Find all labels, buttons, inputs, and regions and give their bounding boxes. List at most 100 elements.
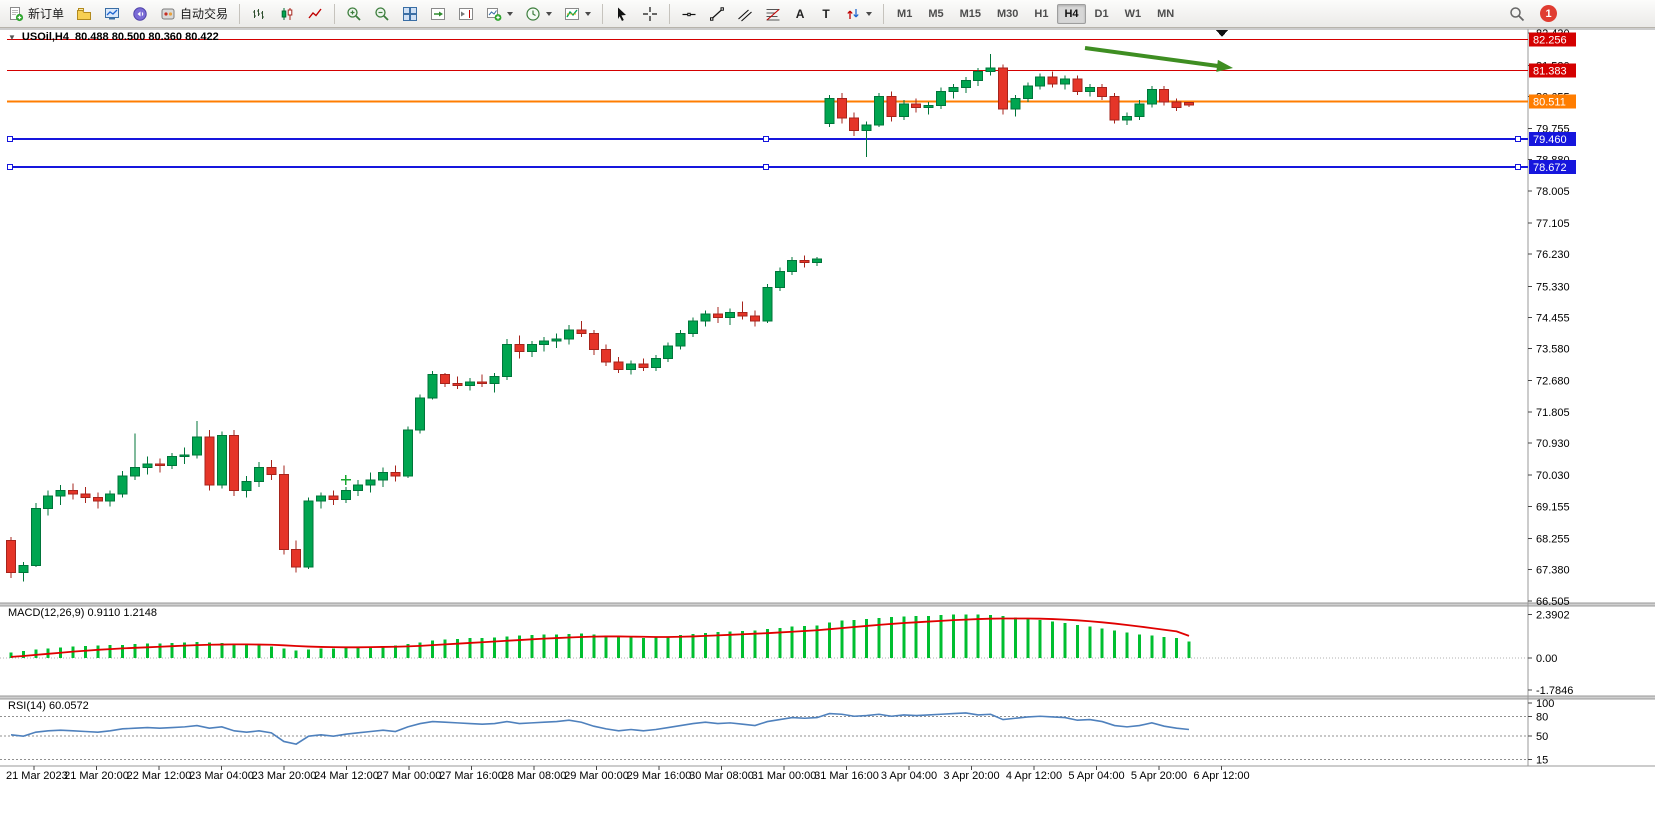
profiles-button[interactable]	[71, 3, 97, 25]
rsi-indicator-label: RSI(14) 60.0572	[8, 700, 89, 712]
candle-body	[936, 90, 946, 107]
chart-region: 82.43081.53080.65579.75578.88078.00577.1…	[0, 28, 1655, 831]
new-chart-dropdown[interactable]	[481, 3, 518, 25]
line-handle	[763, 136, 769, 143]
candle-body	[948, 87, 959, 92]
tile-windows-button[interactable]	[397, 3, 423, 25]
text-tool[interactable]: A	[788, 3, 812, 25]
search-icon	[1510, 6, 1525, 21]
candle-body	[154, 463, 165, 467]
market-watch-button[interactable]	[99, 3, 125, 25]
svg-text:70.030: 70.030	[1536, 470, 1570, 482]
candle-body	[340, 490, 351, 500]
horizontal-line-tool[interactable]	[676, 3, 702, 25]
auto-scroll-button[interactable]	[425, 3, 451, 25]
news-sound-button[interactable]	[127, 3, 153, 25]
candle-body	[613, 361, 624, 370]
line-chart-button[interactable]	[302, 3, 328, 25]
candle-body	[774, 270, 785, 288]
zoom-out-icon	[375, 6, 389, 21]
candle-body	[266, 466, 277, 475]
fibonacci-tool[interactable]	[760, 3, 786, 25]
candle-body	[30, 507, 41, 566]
current-bar-marker	[1216, 30, 1228, 37]
channel-tool[interactable]	[732, 3, 758, 25]
svg-text:80.511: 80.511	[1533, 97, 1566, 109]
bar-chart-button[interactable]	[246, 3, 272, 25]
timeframe-w1[interactable]: W1	[1118, 4, 1149, 24]
candle-body	[638, 363, 649, 369]
fibonacci-icon	[766, 8, 780, 20]
price-chart-canvas[interactable]: 82.43081.53080.65579.75578.88078.00577.1…	[0, 28, 1655, 831]
candle-body	[316, 495, 326, 502]
candle-body	[1035, 76, 1046, 87]
toolbar-right-group: 1	[1504, 3, 1557, 25]
candle-body	[254, 466, 264, 483]
svg-text:23 Mar 20:00: 23 Mar 20:00	[252, 770, 317, 782]
autotrading-button[interactable]: 自动交易	[155, 3, 233, 25]
candle-body	[167, 456, 178, 467]
timeframe-h4[interactable]: H4	[1057, 3, 1086, 24]
annotations-layer[interactable]	[340, 30, 1233, 485]
indicators-dropdown[interactable]	[559, 3, 596, 25]
arrows-icon	[847, 8, 859, 19]
candle-body	[601, 349, 612, 363]
candle-body	[650, 358, 661, 369]
macd-histogram	[9, 614, 1191, 658]
horizontal-line-objects[interactable]	[7, 38, 1528, 171]
cursor-icon	[618, 7, 627, 21]
timeframe-h1[interactable]: H1	[1027, 4, 1055, 24]
new-order-button[interactable]: 新订单	[3, 3, 69, 25]
notification-count: 1	[1545, 7, 1552, 20]
candle-body	[973, 71, 984, 82]
candle-body	[675, 333, 686, 347]
line-handle	[1515, 164, 1521, 171]
svg-text:2.3902: 2.3902	[1536, 610, 1570, 622]
price-badges: 82.256 81.383 80.511 79.460 78.672	[1529, 32, 1576, 175]
trendline-tool[interactable]	[704, 3, 730, 25]
chart-title-bar: ▼ USOil,H4 80.488 80.500 80.360 80.422	[8, 31, 219, 43]
collapse-ohlc-icon[interactable]: ▼	[8, 32, 16, 42]
crosshair-button[interactable]	[637, 3, 663, 25]
notification-badge[interactable]: 1	[1540, 5, 1557, 22]
candle-body	[1010, 97, 1021, 110]
candle-body	[117, 475, 128, 495]
zoom-out-button[interactable]	[369, 3, 395, 25]
timeframe-m5[interactable]: M5	[921, 4, 950, 24]
text-tool-glyph: A	[795, 6, 805, 21]
search-button[interactable]	[1504, 3, 1530, 25]
svg-text:27 Mar 00:00: 27 Mar 00:00	[377, 770, 442, 782]
main-toolbar: 新订单 自动交易	[0, 0, 1655, 28]
periods-dropdown[interactable]	[520, 3, 557, 25]
candle-body	[824, 97, 835, 124]
arrows-tool-dropdown[interactable]	[840, 3, 877, 25]
timeframe-mn[interactable]: MN	[1150, 4, 1181, 24]
ohlc-values: 80.488 80.500 80.360 80.422	[75, 31, 219, 43]
candle-body	[1134, 103, 1145, 117]
svg-text:82.256: 82.256	[1533, 34, 1567, 46]
timeframe-m30[interactable]: M30	[990, 4, 1025, 24]
cursor-button[interactable]	[609, 3, 635, 25]
svg-text:31 Mar 16:00: 31 Mar 16:00	[814, 770, 879, 782]
candle-body	[514, 343, 525, 352]
candle-body	[464, 381, 475, 386]
candle-body	[874, 96, 884, 126]
text-label-tool[interactable]: T	[814, 3, 838, 25]
clock-icon	[526, 6, 540, 21]
timeframe-d1[interactable]: D1	[1088, 4, 1116, 24]
svg-text:50: 50	[1536, 731, 1548, 743]
svg-text:66.505: 66.505	[1536, 596, 1570, 608]
zoom-in-button[interactable]	[341, 3, 367, 25]
timeframe-m1[interactable]: M1	[890, 4, 919, 24]
candlestick-button[interactable]	[274, 3, 300, 25]
crosshair-icon	[643, 6, 658, 21]
autotrading-icon	[161, 8, 175, 19]
candle-body	[440, 374, 450, 385]
dropdown-caret	[507, 11, 514, 16]
candle-body	[303, 500, 314, 568]
timeframe-m15[interactable]: M15	[953, 4, 988, 24]
symbol-period-label: USOil,H4	[21, 31, 69, 43]
chart-shift-button[interactable]	[453, 3, 479, 25]
